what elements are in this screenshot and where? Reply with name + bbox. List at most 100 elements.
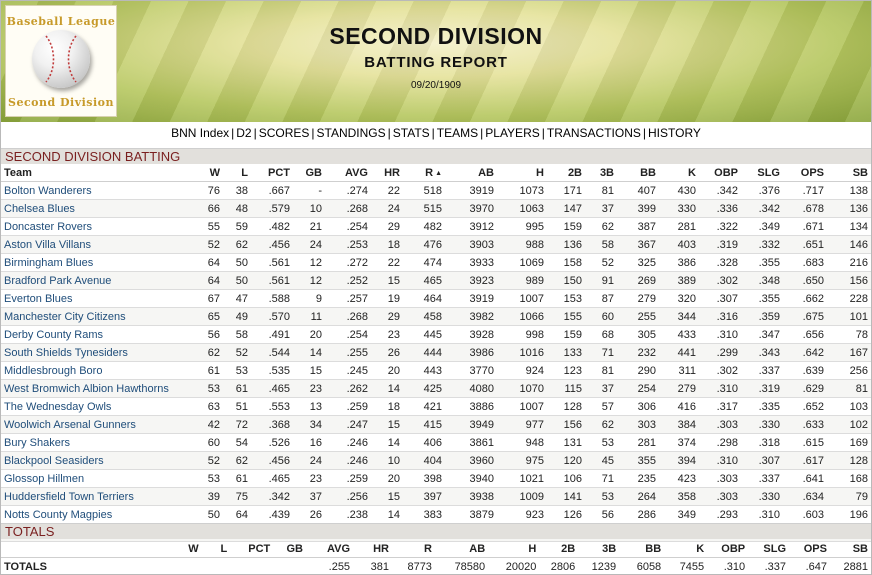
nav-link-teams[interactable]: TEAMS [436, 126, 479, 140]
column-header-sb[interactable]: SB [827, 164, 871, 182]
column-header-l[interactable]: L [223, 164, 251, 182]
stat-cell-bb: 387 [617, 217, 659, 236]
stat-cell-obp: .302 [699, 361, 741, 380]
stat-cell-obp: .303 [699, 469, 741, 488]
nav-link-transactions[interactable]: TRANSACTIONS [546, 126, 641, 140]
totals-header-ab: AB [469, 542, 486, 555]
nav-link-stats[interactable]: STATS [392, 126, 430, 140]
stat-cell-hr: 15 [371, 487, 403, 506]
team-link[interactable]: Doncaster Rovers [1, 217, 197, 236]
stat-cell-l: 47 [223, 289, 251, 308]
team-link[interactable]: Manchester City Citizens [1, 307, 197, 326]
stat-cell-avg: .262 [325, 379, 371, 398]
totals-cell-ab: 78580 [454, 560, 486, 573]
column-header-w[interactable]: W [197, 164, 223, 182]
nav-link-players[interactable]: PLAYERS [485, 126, 540, 140]
team-link[interactable]: Glossop Hillmen [1, 469, 197, 488]
stat-cell-obp: .299 [699, 343, 741, 362]
stat-cell-avg: .256 [325, 487, 371, 506]
column-header-avg[interactable]: AVG [325, 164, 371, 182]
stat-cell-l: 62 [223, 235, 251, 254]
table-row: Manchester City Citizens 65 49.570 11.268 29… [1, 307, 871, 326]
team-link[interactable]: Notts County Magpies [1, 505, 197, 524]
team-link[interactable]: Blackpool Seasiders [1, 451, 197, 470]
nav-separator: | [311, 126, 315, 140]
totals-cell-r: 8773 [407, 560, 432, 573]
stat-cell-r: 518 [403, 181, 445, 200]
stat-cell-bb: 367 [617, 235, 659, 254]
stat-cell-avg: .245 [325, 361, 371, 380]
stat-cell-avg: .274 [325, 181, 371, 200]
stat-cell-gb: 24 [293, 235, 325, 254]
stat-cell-slg: .330 [741, 415, 783, 434]
column-header-gb[interactable]: GB [293, 164, 325, 182]
team-link[interactable]: Birmingham Blues [1, 253, 197, 272]
stat-cell-gb: 16 [293, 433, 325, 452]
stat-cell-ops: .629 [783, 379, 827, 398]
stat-cell-gb: 9 [293, 289, 325, 308]
totals-header-l: L [220, 542, 228, 555]
column-header-pct[interactable]: PCT [251, 164, 293, 182]
stat-cell-w: 42 [197, 415, 223, 434]
team-link[interactable]: Bolton Wanderers [1, 181, 197, 200]
team-link[interactable]: Chelsea Blues [1, 199, 197, 218]
column-header-obp[interactable]: OBP [699, 164, 741, 182]
stat-cell-obp: .328 [699, 253, 741, 272]
stat-cell-slg: .337 [741, 469, 783, 488]
column-header-label: H [536, 166, 544, 179]
team-link[interactable]: South Shields Tynesiders [1, 343, 197, 362]
stat-cell-ab: 3928 [445, 325, 497, 344]
team-link[interactable]: Huddersfield Town Terriers [1, 487, 197, 506]
stat-cell-w: 64 [197, 271, 223, 290]
column-header-team[interactable]: Team [1, 164, 197, 182]
nav-link-history[interactable]: HISTORY [648, 126, 701, 140]
stat-cell-3b: 58 [585, 235, 617, 254]
nav-link-bnn-index[interactable]: BNN Index [171, 126, 230, 140]
totals-header-ops: OPS [803, 542, 827, 555]
column-header-ops[interactable]: OPS [783, 164, 827, 182]
totals-header-w: W [188, 542, 199, 555]
nav-link-standings[interactable]: STANDINGS [316, 126, 386, 140]
nav-link-scores[interactable]: SCORES [258, 126, 310, 140]
column-header-h[interactable]: H [497, 164, 547, 182]
stat-cell-pct: .368 [251, 415, 293, 434]
stat-cell-ops: .671 [783, 217, 827, 236]
team-link[interactable]: Aston Villa Villans [1, 235, 197, 254]
team-link[interactable]: West Bromwich Albion Hawthorns [1, 379, 197, 398]
team-link[interactable]: The Wednesday Owls [1, 397, 197, 416]
nav-link-d2[interactable]: D2 [236, 126, 252, 140]
column-header-3b[interactable]: 3B [585, 164, 617, 182]
stat-cell-gb: 12 [293, 271, 325, 290]
stat-cell-bb: 281 [617, 433, 659, 452]
stat-cell-slg: .332 [741, 235, 783, 254]
totals-header-3b: 3B [602, 542, 617, 555]
team-link[interactable]: Derby County Rams [1, 325, 197, 344]
stat-cell-obp: .303 [699, 415, 741, 434]
team-link[interactable]: Middlesbrough Boro [1, 361, 197, 380]
team-link[interactable]: Woolwich Arsenal Gunners [1, 415, 197, 434]
column-header-slg[interactable]: SLG [741, 164, 783, 182]
stat-cell-gb: 10 [293, 199, 325, 218]
stat-cell-sb: 168 [827, 469, 871, 488]
league-logo[interactable]: Baseball League Second Division [5, 5, 117, 117]
stat-cell-bb: 305 [617, 325, 659, 344]
column-header-r[interactable]: R ▲ [403, 164, 445, 182]
stat-cell-h: 923 [497, 505, 547, 524]
stat-cell-sb: 228 [827, 289, 871, 308]
team-link[interactable]: Everton Blues [1, 289, 197, 308]
column-header-bb[interactable]: BB [617, 164, 659, 182]
stat-cell-k: 441 [659, 343, 699, 362]
sort-arrow-icon: ▲ [433, 169, 442, 177]
column-header-ab[interactable]: AB [445, 164, 497, 182]
stat-cell-2b: 120 [547, 451, 585, 470]
stat-cell-avg: .255 [325, 343, 371, 362]
team-link[interactable]: Bury Shakers [1, 433, 197, 452]
team-link[interactable]: Bradford Park Avenue [1, 271, 197, 290]
column-header-label: W [209, 166, 220, 179]
totals-cell-l [202, 558, 231, 575]
column-header-2b[interactable]: 2B [547, 164, 585, 182]
stat-cell-3b: 37 [585, 199, 617, 218]
column-header-hr[interactable]: HR [371, 164, 403, 182]
column-header-k[interactable]: K [659, 164, 699, 182]
stat-cell-pct: .456 [251, 451, 293, 470]
